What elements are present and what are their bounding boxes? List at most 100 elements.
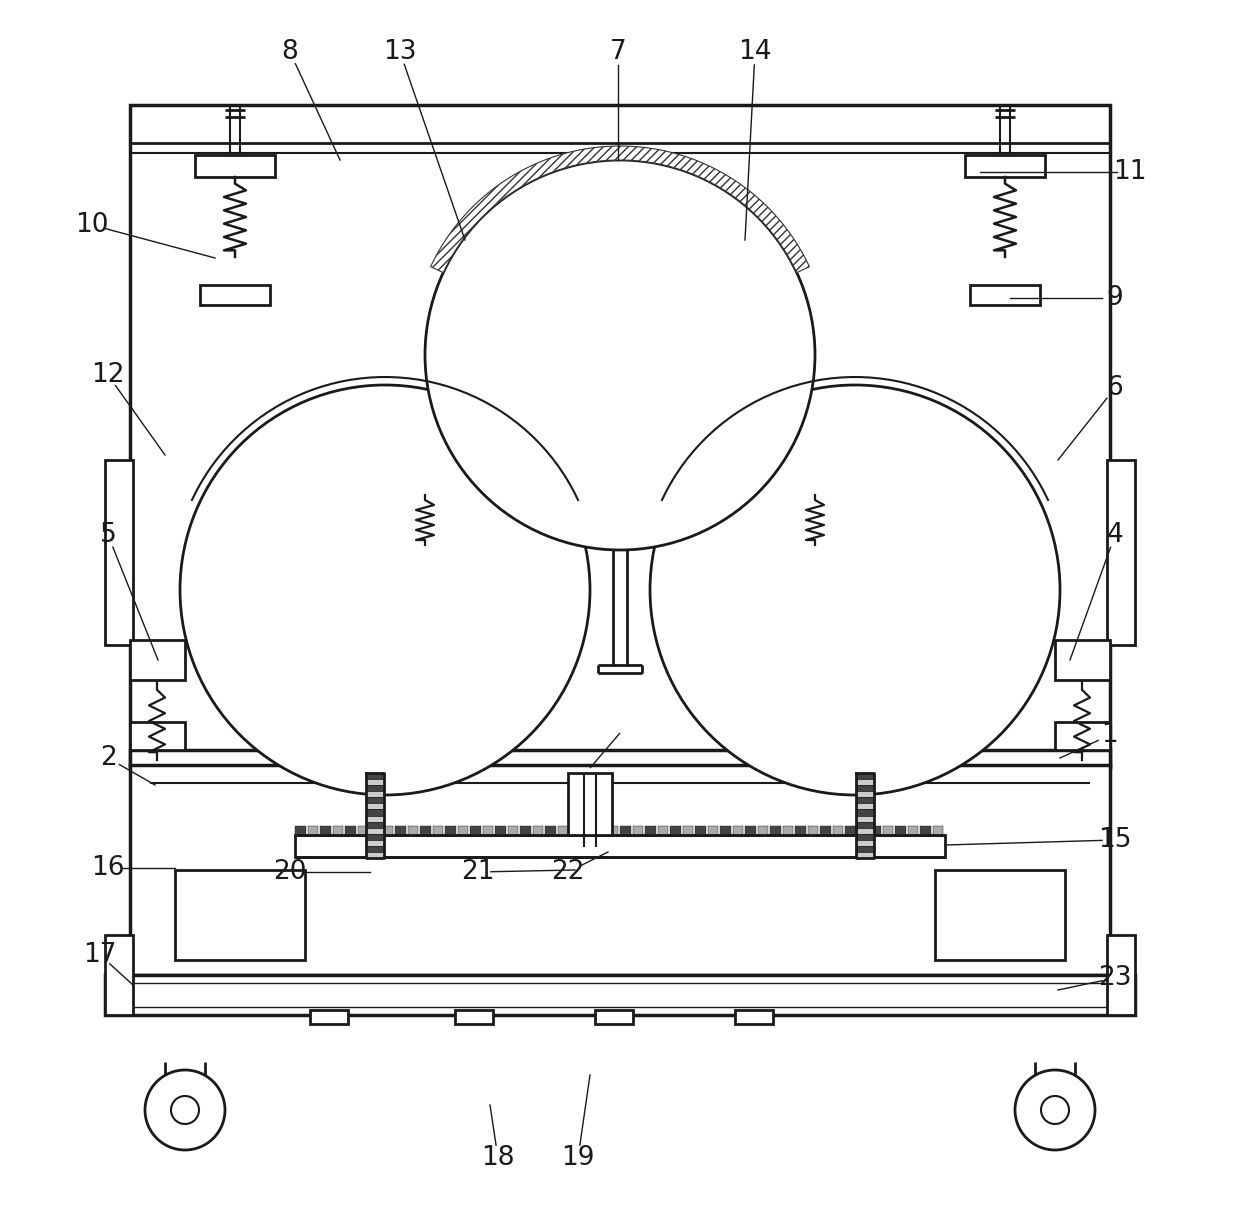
Bar (670, 826, 681, 836)
Polygon shape (856, 779, 874, 785)
Text: 17: 17 (83, 942, 117, 968)
Bar (733, 826, 743, 836)
Bar (130, 765, 1110, 975)
Bar (568, 773, 613, 836)
Text: 13: 13 (383, 39, 417, 65)
Text: 5: 5 (99, 522, 117, 549)
Bar (382, 826, 393, 836)
Bar (308, 826, 319, 836)
Text: 21: 21 (461, 859, 495, 885)
Bar (408, 826, 418, 836)
Text: 23: 23 (1099, 965, 1132, 991)
Text: 2: 2 (99, 745, 117, 771)
Circle shape (145, 1071, 224, 1150)
Bar (507, 826, 518, 836)
Bar (795, 826, 806, 836)
Polygon shape (366, 779, 384, 785)
Bar (470, 826, 481, 836)
Bar (558, 826, 568, 836)
Bar (920, 826, 931, 836)
Bar (782, 826, 794, 836)
Bar (295, 836, 945, 857)
Bar (200, 285, 270, 305)
Text: 11: 11 (1114, 159, 1147, 185)
Circle shape (1042, 1096, 1069, 1124)
Polygon shape (856, 851, 874, 859)
Bar (595, 1010, 632, 1025)
Polygon shape (856, 785, 874, 791)
Bar (379, 484, 470, 495)
Polygon shape (366, 809, 384, 815)
Text: 19: 19 (562, 1144, 595, 1171)
Bar (787, 540, 843, 549)
Text: 7: 7 (610, 39, 626, 65)
Circle shape (650, 385, 1060, 794)
Polygon shape (856, 839, 874, 845)
Polygon shape (366, 833, 384, 839)
Bar (932, 826, 944, 836)
Bar (130, 105, 1110, 765)
Bar (482, 826, 494, 836)
Bar (620, 826, 631, 836)
Text: 12: 12 (92, 362, 125, 388)
Text: 14: 14 (738, 39, 771, 65)
Text: 16: 16 (92, 855, 125, 880)
Polygon shape (856, 827, 874, 833)
Polygon shape (366, 839, 384, 845)
Bar (105, 975, 1135, 1015)
Polygon shape (366, 851, 384, 859)
Text: 18: 18 (481, 1144, 515, 1171)
Bar (175, 869, 305, 960)
Bar (583, 826, 593, 836)
Bar (832, 826, 843, 836)
Bar (935, 869, 1065, 960)
Text: 9: 9 (1106, 285, 1123, 311)
Bar (546, 826, 556, 836)
Bar (495, 826, 506, 836)
Bar (720, 826, 730, 836)
Polygon shape (366, 845, 384, 851)
Bar (345, 826, 356, 836)
Bar (105, 935, 133, 1015)
Bar (1107, 935, 1135, 1015)
Bar (848, 763, 882, 777)
Bar (420, 826, 430, 836)
Bar (195, 155, 275, 177)
Polygon shape (366, 773, 384, 779)
Polygon shape (856, 791, 874, 797)
Bar (694, 826, 706, 836)
Bar (870, 826, 880, 836)
Bar (520, 826, 531, 836)
Bar (370, 826, 381, 836)
Bar (745, 826, 755, 836)
Bar (1107, 460, 1135, 645)
Bar (397, 540, 453, 549)
Bar (595, 826, 605, 836)
Text: 10: 10 (76, 212, 109, 239)
Polygon shape (856, 803, 874, 809)
Bar (130, 639, 185, 681)
Text: 4: 4 (1106, 522, 1123, 549)
Circle shape (1016, 1071, 1095, 1150)
Bar (396, 826, 405, 836)
Text: 22: 22 (552, 859, 585, 885)
Bar (770, 826, 781, 836)
Bar (433, 826, 443, 836)
Bar (895, 826, 905, 836)
Bar (645, 826, 656, 836)
Polygon shape (856, 821, 874, 827)
Bar (883, 826, 893, 836)
Bar (130, 750, 1110, 768)
Bar (458, 826, 469, 836)
Text: 6: 6 (1106, 375, 1123, 401)
Circle shape (171, 1096, 198, 1124)
Bar (455, 1010, 494, 1025)
Bar (908, 826, 918, 836)
Bar (657, 826, 668, 836)
Bar (735, 1010, 773, 1025)
Polygon shape (856, 797, 874, 803)
Polygon shape (856, 845, 874, 851)
Polygon shape (366, 821, 384, 827)
Bar (358, 763, 392, 777)
Polygon shape (856, 773, 874, 779)
